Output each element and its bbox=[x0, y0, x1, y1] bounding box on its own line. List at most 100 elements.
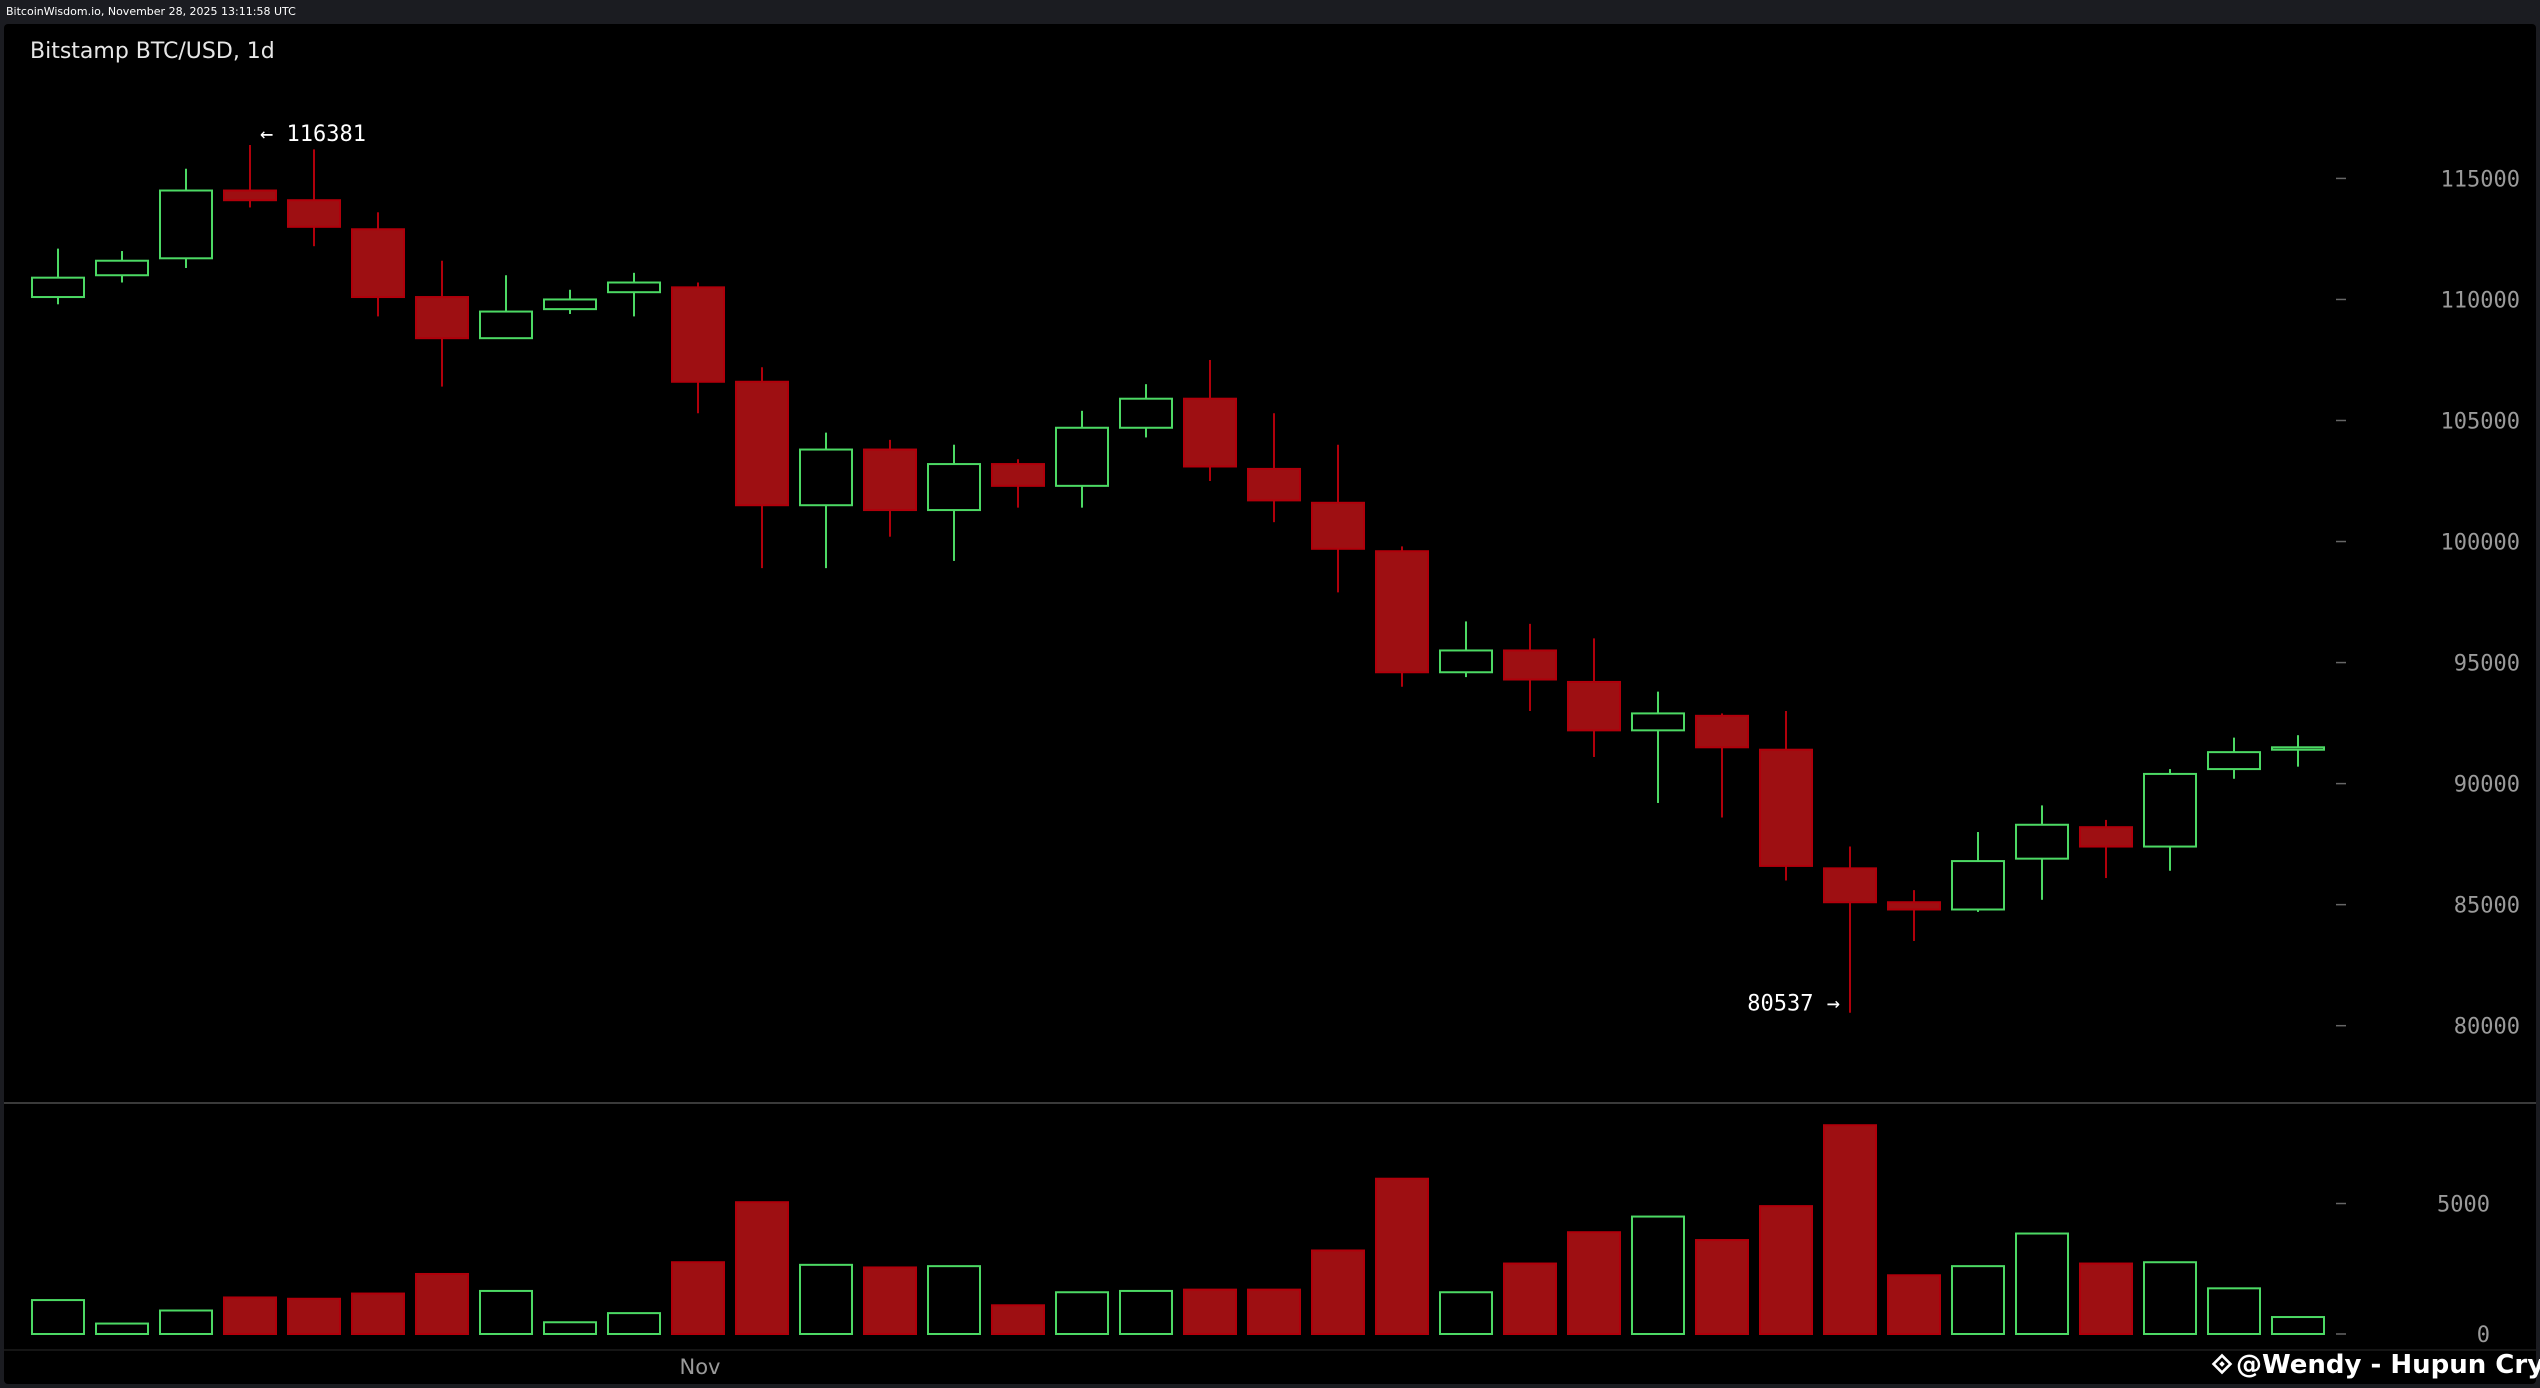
candle-body bbox=[351, 228, 405, 299]
candle-body bbox=[2143, 772, 2197, 848]
candle-body bbox=[1247, 467, 1301, 502]
volume-bar bbox=[1567, 1231, 1621, 1335]
candle bbox=[1823, 846, 1877, 1013]
volume-bar bbox=[351, 1292, 405, 1336]
candle bbox=[1247, 413, 1301, 523]
price-tick-label: 90000 bbox=[2454, 773, 2520, 798]
volume-bar bbox=[223, 1296, 277, 1335]
candle bbox=[1887, 890, 1941, 941]
volume-bar bbox=[1759, 1205, 1813, 1335]
panel-separator-layer bbox=[4, 1102, 2536, 1351]
candle bbox=[1311, 444, 1365, 593]
candle-body bbox=[95, 259, 149, 277]
candle bbox=[799, 432, 853, 569]
price-tick-label: 100000 bbox=[2441, 531, 2520, 556]
volume-bar bbox=[991, 1304, 1045, 1336]
candle bbox=[2271, 735, 2325, 767]
volume-bar bbox=[2143, 1261, 2197, 1335]
high-annotation: ← 116381 bbox=[260, 122, 366, 147]
volume-bar bbox=[1823, 1124, 1877, 1335]
candle bbox=[479, 275, 533, 340]
candle bbox=[2015, 805, 2069, 900]
volume-bar bbox=[1311, 1249, 1365, 1335]
price-tick-label: 105000 bbox=[2441, 409, 2520, 434]
candle bbox=[415, 260, 469, 387]
candle-body bbox=[2015, 823, 2069, 860]
candle-body bbox=[415, 296, 469, 340]
low-annotation: 80537 → bbox=[1747, 992, 1840, 1017]
candle-body bbox=[1567, 680, 1621, 732]
candle-body bbox=[1759, 748, 1813, 867]
volume-bar bbox=[287, 1297, 341, 1336]
candle-body bbox=[31, 276, 85, 299]
candle bbox=[543, 289, 597, 314]
candle bbox=[351, 212, 405, 317]
candle-body bbox=[1311, 501, 1365, 550]
volume-bar bbox=[95, 1322, 149, 1336]
candle-body bbox=[799, 448, 853, 507]
candle bbox=[1183, 359, 1237, 482]
x-tick-label: Nov bbox=[680, 1355, 721, 1379]
volume-bar bbox=[735, 1201, 789, 1335]
candle-body bbox=[863, 448, 917, 512]
volume-bar bbox=[2079, 1262, 2133, 1336]
volume-bar bbox=[31, 1299, 85, 1335]
candle-body bbox=[927, 463, 981, 512]
candle-body bbox=[1631, 712, 1685, 732]
candle bbox=[1439, 621, 1493, 678]
volume-bar bbox=[479, 1289, 533, 1335]
candle bbox=[863, 439, 917, 537]
candle-body bbox=[1695, 714, 1749, 749]
candle-body bbox=[287, 199, 341, 228]
candle bbox=[2207, 737, 2261, 779]
candle-body bbox=[607, 281, 661, 294]
volume-bar bbox=[1183, 1288, 1237, 1336]
volume-tick-label: 5000 bbox=[2437, 1193, 2490, 1218]
volume-bar bbox=[159, 1309, 213, 1336]
watermark: @Wendy - Hupun Crypt... bbox=[2211, 1350, 2540, 1380]
candle bbox=[2079, 819, 2133, 879]
volume-bar bbox=[1887, 1274, 1941, 1336]
candle-body bbox=[159, 189, 213, 260]
candle bbox=[927, 444, 981, 561]
candle bbox=[159, 168, 213, 268]
candle bbox=[1119, 384, 1173, 438]
candle-body bbox=[479, 310, 533, 340]
candle-body bbox=[991, 463, 1045, 487]
candle bbox=[735, 367, 789, 569]
candle bbox=[1951, 832, 2005, 912]
volume-bar bbox=[2207, 1287, 2261, 1335]
volume-bar bbox=[1439, 1291, 1493, 1335]
candle bbox=[1567, 638, 1621, 757]
candle-body bbox=[1183, 397, 1237, 468]
candle-body bbox=[2271, 746, 2325, 751]
price-tick-label: 115000 bbox=[2441, 167, 2520, 192]
candle-body bbox=[2207, 751, 2261, 771]
candle-body bbox=[1375, 550, 1429, 674]
volume-bar bbox=[799, 1263, 853, 1335]
candle bbox=[95, 251, 149, 283]
candle-body bbox=[671, 286, 725, 383]
candle-body bbox=[1503, 649, 1557, 681]
candle-body bbox=[1439, 649, 1493, 674]
volume-bar bbox=[1951, 1265, 2005, 1336]
candle bbox=[1055, 410, 1109, 508]
volume-bar bbox=[1247, 1288, 1301, 1336]
volume-bar bbox=[1119, 1289, 1173, 1335]
watermark-text: @Wendy - Hupun Crypt... bbox=[2236, 1350, 2540, 1380]
candle-body bbox=[1887, 901, 1941, 911]
chart-title: Bitstamp BTC/USD, 1d bbox=[30, 39, 275, 64]
candle bbox=[1759, 710, 1813, 881]
volume-bar bbox=[1503, 1262, 1557, 1336]
candle bbox=[2143, 769, 2197, 871]
candle-body bbox=[2079, 826, 2133, 848]
labels-layer: Bitstamp BTC/USD, 1d Nov ← 116381 80537 → bbox=[30, 39, 1840, 1379]
volume-bar bbox=[543, 1321, 597, 1336]
candle bbox=[991, 459, 1045, 508]
candle bbox=[1503, 623, 1557, 711]
candle-body bbox=[1951, 860, 2005, 911]
price-tick-label: 85000 bbox=[2454, 894, 2520, 919]
volume-bar bbox=[607, 1312, 661, 1335]
candle-body bbox=[223, 189, 277, 202]
candle bbox=[607, 272, 661, 317]
